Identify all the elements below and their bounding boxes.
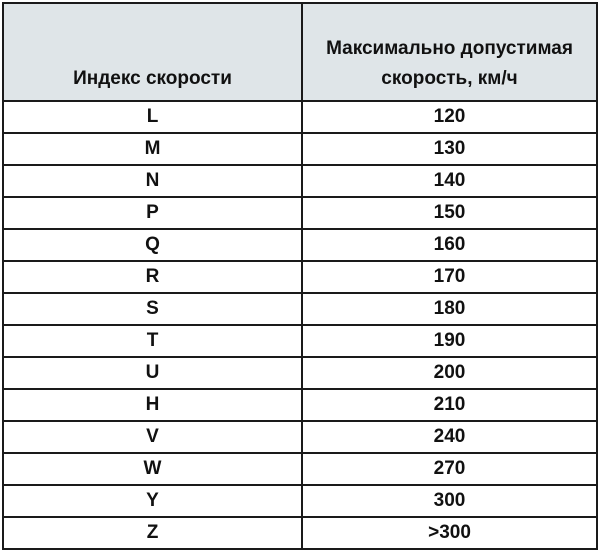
max-speed-cell: 180 [301,292,598,326]
max-speed-cell: >300 [301,516,598,550]
speed-index-cell: L [2,100,303,134]
speed-index-cell: T [2,324,303,358]
max-speed-cell: 170 [301,260,598,294]
speed-index-cell: Z [2,516,303,550]
table-row: L 120 [2,100,598,134]
table-row: Z >300 [2,516,598,550]
table-row: U 200 [2,356,598,390]
table-row: N 140 [2,164,598,198]
max-speed-cell: 120 [301,100,598,134]
speed-index-cell: P [2,196,303,230]
max-speed-cell: 210 [301,388,598,422]
max-speed-cell: 200 [301,356,598,390]
speed-index-cell: Q [2,228,303,262]
max-speed-cell: 160 [301,228,598,262]
table-row: W 270 [2,452,598,486]
max-speed-cell: 130 [301,132,598,166]
max-speed-cell: 300 [301,484,598,518]
speed-index-cell: R [2,260,303,294]
table-row: M 130 [2,132,598,166]
table-row: Q 160 [2,228,598,262]
table-row: R 170 [2,260,598,294]
max-speed-cell: 190 [301,324,598,358]
max-speed-cell: 140 [301,164,598,198]
max-speed-cell: 240 [301,420,598,454]
speed-index-cell: M [2,132,303,166]
speed-index-cell: W [2,452,303,486]
speed-index-cell: N [2,164,303,198]
speed-index-cell: H [2,388,303,422]
max-speed-cell: 270 [301,452,598,486]
max-speed-cell: 150 [301,196,598,230]
speed-index-cell: S [2,292,303,326]
table-row: Y 300 [2,484,598,518]
speed-index-cell: U [2,356,303,390]
table-row: T 190 [2,324,598,358]
table-row: P 150 [2,196,598,230]
table-row: H 210 [2,388,598,422]
header-speed-index: Индекс скорости [2,2,303,102]
table-row: S 180 [2,292,598,326]
speed-index-cell: Y [2,484,303,518]
speed-index-cell: V [2,420,303,454]
table-row: V 240 [2,420,598,454]
header-max-speed: Максимально допустимая скорость, км/ч [301,2,598,102]
header-row: Индекс скорости Максимально допустимая с… [2,2,598,102]
